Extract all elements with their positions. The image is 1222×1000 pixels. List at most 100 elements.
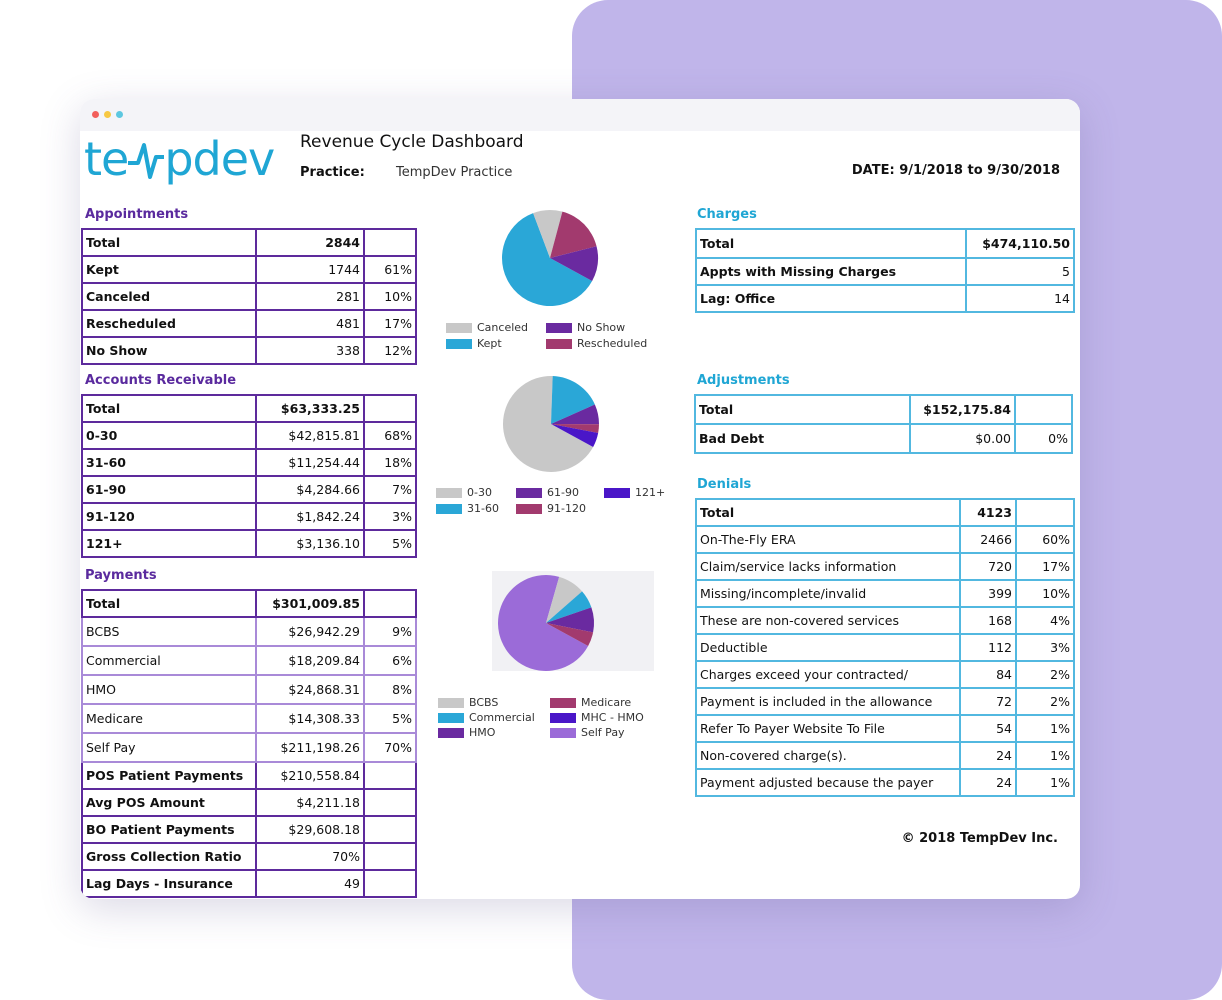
table-row: Total 2844 xyxy=(81,228,417,257)
row-pct xyxy=(363,394,417,423)
row-value: $24,868.31 xyxy=(255,674,365,705)
pie-slice-medicare xyxy=(546,623,594,647)
row-label: Total xyxy=(694,394,911,425)
table-row: Canceled 281 10% xyxy=(81,282,417,311)
adjustments-table: Total $152,175.84 Bad Debt $0.00 0% xyxy=(694,394,1073,454)
charges-table: Total $474,110.50 Appts with Missing Char… xyxy=(695,228,1075,313)
row-pct: 4% xyxy=(1015,606,1075,635)
tempdev-logo: te pdev xyxy=(84,132,275,186)
row-label: Total xyxy=(81,228,257,257)
row-pct: 10% xyxy=(363,282,417,311)
legend-swatch xyxy=(436,487,462,498)
table-row: Total $63,333.25 xyxy=(81,394,417,423)
appointments-table: Total 2844 Kept 1744 61% Canceled 281 10% Res… xyxy=(81,228,417,365)
appointments-title: Appointments xyxy=(85,207,189,222)
legend-label: 31-60 xyxy=(467,502,499,515)
legend-item: MHC - HMO xyxy=(550,711,644,724)
table-row: Gross Collection Ratio 70% xyxy=(81,842,417,871)
row-value: $301,009.85 xyxy=(255,589,365,618)
table-row: Rescheduled 481 17% xyxy=(81,309,417,338)
minimize-dot-icon[interactable] xyxy=(104,111,111,118)
row-pct xyxy=(363,228,417,257)
row-pct xyxy=(1014,394,1073,425)
row-value: $211,198.26 xyxy=(255,732,365,763)
logo-text-left: te xyxy=(84,132,129,186)
legend-swatch xyxy=(550,727,576,738)
row-value: 1744 xyxy=(255,255,365,284)
row-pct xyxy=(363,869,417,898)
row-label: Total xyxy=(81,394,257,423)
row-pct: 61% xyxy=(363,255,417,284)
row-value: $14,308.33 xyxy=(255,703,365,734)
row-label: Canceled xyxy=(81,282,257,311)
pie-slice-91-120 xyxy=(551,424,599,434)
denials-table: Total 4123 On-The-Fly ERA 2466 60% Claim/se… xyxy=(695,498,1075,797)
table-row: Total 4123 xyxy=(695,498,1075,527)
legend-item: Commercial xyxy=(438,711,535,724)
legend-label: HMO xyxy=(469,726,496,739)
row-pct: 70% xyxy=(363,732,417,763)
legend-item: BCBS xyxy=(438,696,498,709)
row-value: 24 xyxy=(959,768,1017,797)
legend-swatch xyxy=(546,322,572,333)
row-label: Lag Days - Insurance xyxy=(81,869,257,898)
row-value: $4,211.18 xyxy=(255,788,365,817)
row-label: On-The-Fly ERA xyxy=(695,525,961,554)
row-value: $63,333.25 xyxy=(255,394,365,423)
close-dot-icon[interactable] xyxy=(92,111,99,118)
table-row: Claim/service lacks information 720 17% xyxy=(695,552,1075,581)
table-row: Refer To Payer Website To File 54 1% xyxy=(695,714,1075,743)
row-pct: 3% xyxy=(363,502,417,531)
row-label: 31-60 xyxy=(81,448,257,477)
pie-slice-121- xyxy=(551,424,599,448)
legend-label: Kept xyxy=(477,337,502,350)
row-label: Charges exceed your contracted/ xyxy=(695,660,961,689)
table-row: On-The-Fly ERA 2466 60% xyxy=(695,525,1075,554)
row-value: $4,284.66 xyxy=(255,475,365,504)
window-titlebar xyxy=(80,99,1080,131)
row-pct xyxy=(363,761,417,790)
practice-label: Practice: xyxy=(300,165,365,180)
row-pct: 17% xyxy=(363,309,417,338)
row-value: 481 xyxy=(255,309,365,338)
row-label: Missing/incomplete/invalid xyxy=(695,579,961,608)
legend-label: Canceled xyxy=(477,321,529,334)
denials-title: Denials xyxy=(697,477,752,492)
legend-swatch xyxy=(604,487,630,498)
legend-item: 31-60 xyxy=(436,502,499,515)
row-label: 91-120 xyxy=(81,502,257,531)
legend-swatch xyxy=(438,712,464,723)
row-pct xyxy=(363,815,417,844)
pie-slice-self-pay xyxy=(498,575,589,671)
table-row: POS Patient Payments $210,558.84 xyxy=(81,761,417,790)
row-value: 5 xyxy=(965,257,1075,286)
legend-label: No Show xyxy=(577,321,626,334)
row-label: BCBS xyxy=(81,616,257,647)
row-pct: 0% xyxy=(1014,423,1073,454)
row-label: 0-30 xyxy=(81,421,257,450)
row-value: 54 xyxy=(959,714,1017,743)
legend-swatch xyxy=(438,727,464,738)
maximize-dot-icon[interactable] xyxy=(116,111,123,118)
row-pct: 2% xyxy=(1015,687,1075,716)
row-pct: 9% xyxy=(363,616,417,647)
row-label: Payment is included in the allowance xyxy=(695,687,961,716)
table-row: No Show 338 12% xyxy=(81,336,417,365)
pie-slice-commercial xyxy=(546,591,592,623)
pie-slice-canceled xyxy=(533,210,563,258)
row-value: 399 xyxy=(959,579,1017,608)
row-value: 84 xyxy=(959,660,1017,689)
row-pct xyxy=(363,842,417,871)
date-range: DATE: 9/1/2018 to 9/30/2018 xyxy=(851,163,1060,178)
table-row: Lag: Office 14 xyxy=(695,284,1075,313)
table-row: Bad Debt $0.00 0% xyxy=(694,423,1073,454)
legend-swatch xyxy=(546,338,572,349)
row-pct xyxy=(1015,498,1075,527)
ar-pie-chart xyxy=(503,376,599,472)
row-value: $1,842.24 xyxy=(255,502,365,531)
legend-item: HMO xyxy=(438,726,495,739)
row-pct: 18% xyxy=(363,448,417,477)
row-label: These are non-covered services xyxy=(695,606,961,635)
table-row: Total $301,009.85 xyxy=(81,589,417,618)
legend-swatch xyxy=(446,322,472,333)
